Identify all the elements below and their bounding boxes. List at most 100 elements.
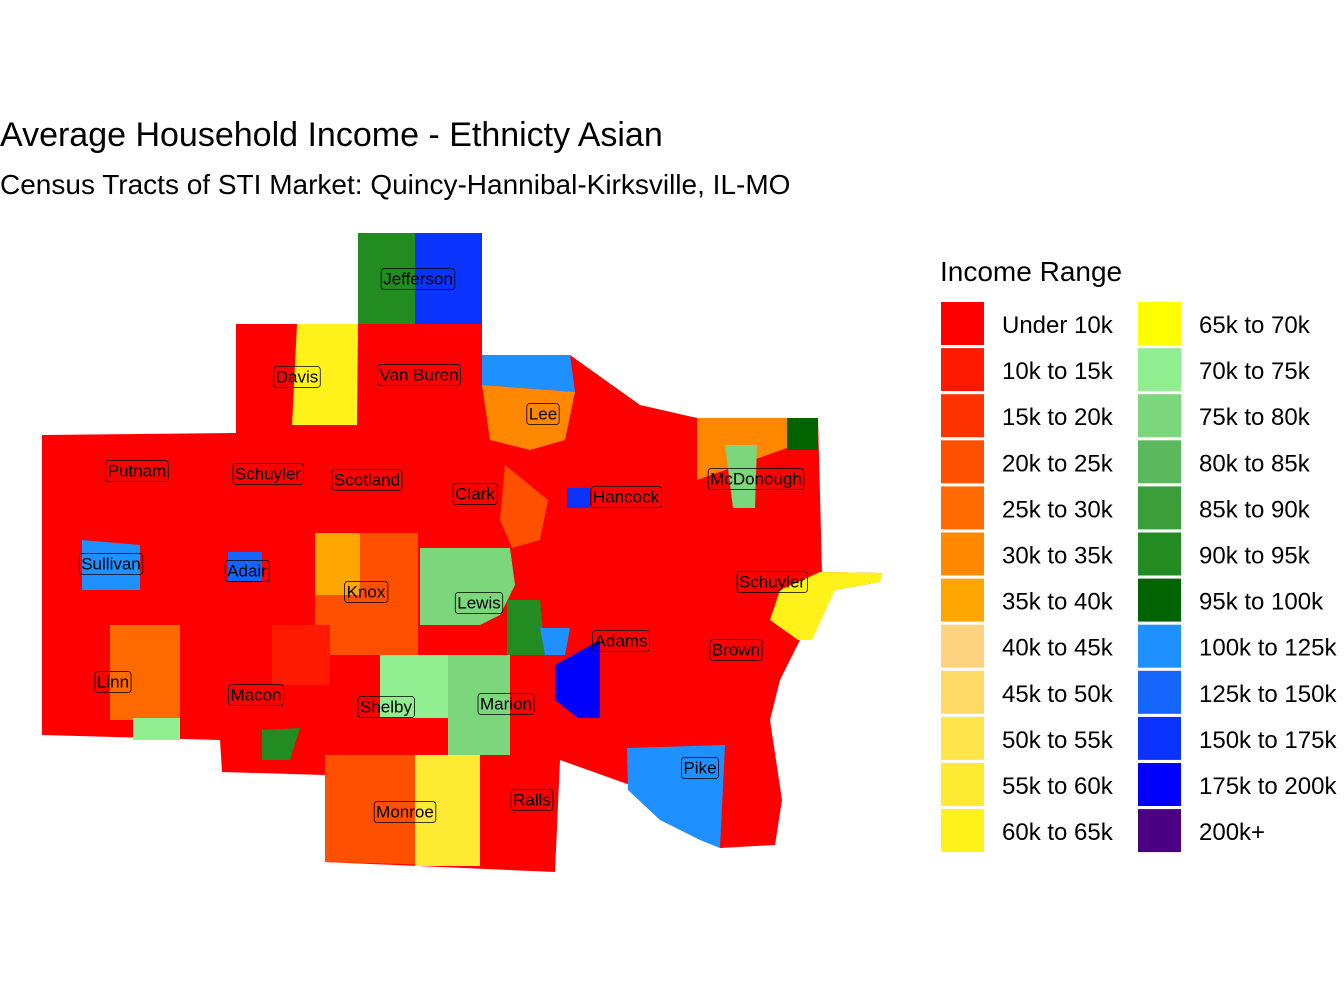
legend-swatch (1138, 624, 1181, 668)
county-name: Brown (712, 640, 760, 659)
tract (272, 625, 330, 685)
county-name: Schuyler (739, 572, 805, 591)
county-name: Van Buren (379, 365, 458, 384)
legend-swatch (941, 486, 984, 530)
legend-label: 80k to 85k (1199, 450, 1311, 477)
county-label: Shelby (357, 696, 415, 718)
tract (482, 355, 575, 392)
county-name: Marion (480, 694, 532, 713)
legend-label: 20k to 25k (1002, 450, 1114, 477)
label-box (592, 630, 650, 652)
tract (787, 418, 818, 450)
legend-title: Income Range (940, 256, 1122, 287)
tract (482, 385, 575, 450)
tract (448, 655, 510, 755)
county-label: Linn (94, 671, 132, 693)
county-label: Van Buren (377, 364, 461, 386)
label-box (736, 571, 808, 593)
label-box (273, 366, 321, 388)
tract (110, 625, 180, 720)
label-box (373, 801, 437, 823)
county-label: Marion (477, 693, 535, 715)
legend-swatch (941, 348, 984, 392)
county-label: Macon (228, 684, 284, 706)
county-name: Shelby (360, 697, 412, 716)
county-label: Schuyler (736, 571, 808, 593)
county-label: Adair (224, 560, 270, 582)
county-name: Clark (455, 484, 495, 503)
county-name: Jefferson (383, 269, 453, 288)
tract (315, 533, 360, 595)
legend-swatch (941, 532, 984, 576)
legend-label: 90k to 95k (1199, 543, 1311, 570)
tract (415, 755, 480, 866)
legend-label: 85k to 90k (1199, 496, 1311, 523)
county-label: Pike (681, 757, 719, 779)
label-box (228, 684, 284, 706)
legend-swatch (941, 302, 984, 345)
tract (415, 233, 482, 324)
legend-swatch (1138, 670, 1181, 714)
label-box (380, 268, 456, 290)
legend-swatch (1138, 578, 1181, 622)
county-name: Pike (683, 758, 716, 777)
tract (507, 600, 545, 655)
legend-label: 75k to 80k (1199, 404, 1311, 431)
legend-label: 65k to 70k (1199, 312, 1311, 339)
legend-swatch (1138, 532, 1181, 576)
legend-swatch (941, 670, 984, 714)
county-label: Knox (344, 581, 389, 603)
county-name: Davis (276, 367, 319, 386)
county-label: McDonough (707, 468, 805, 490)
tract (315, 533, 418, 655)
county-name: Hancock (593, 487, 660, 506)
legend-label: 10k to 15k (1002, 358, 1114, 385)
county-name: Macon (230, 685, 281, 704)
label-box (454, 592, 504, 614)
tract (540, 628, 570, 655)
legend: Under 10k 10k to 15k 15k to 20k 20k to 25k 2… (941, 302, 1337, 853)
county-label: Clark (452, 483, 498, 505)
county-name: Monroe (376, 802, 434, 821)
tract (380, 655, 450, 718)
legend-swatch (1138, 809, 1181, 853)
tract (292, 324, 358, 425)
legend-label: 100k to 125k (1199, 635, 1337, 662)
legend-swatch (1138, 440, 1181, 484)
legend-label: Under 10k (1002, 312, 1114, 339)
legend-label: 95k to 100k (1199, 589, 1324, 616)
county-labels: Jefferson Davis Van Buren Lee Putnam Schuyler… (78, 268, 808, 823)
legend-swatch (1138, 348, 1181, 392)
legend-swatch (1138, 394, 1181, 438)
label-box (707, 468, 805, 490)
label-box (681, 757, 719, 779)
county-name: Knox (347, 582, 386, 601)
legend-label: 55k to 60k (1002, 773, 1114, 800)
county-name: Ralls (513, 790, 551, 809)
county-name: Linn (97, 672, 129, 691)
legend-label: 200k+ (1199, 819, 1265, 846)
tract (500, 465, 548, 548)
label-box (477, 693, 535, 715)
legend-swatch (1138, 302, 1181, 345)
legend-swatch (941, 578, 984, 622)
legend-swatch (941, 763, 984, 806)
county-label: Putnam (105, 460, 169, 482)
tract (567, 488, 590, 508)
county-label: Schuyler (232, 463, 304, 485)
label-box (331, 469, 403, 491)
county-name: McDonough (710, 469, 802, 488)
legend-swatch (1138, 763, 1181, 806)
label-box (105, 460, 169, 482)
label-box (224, 560, 270, 582)
tract (555, 640, 600, 718)
legend-label: 60k to 65k (1002, 819, 1114, 846)
county-label: Ralls (510, 789, 554, 811)
legend-swatch (941, 809, 984, 853)
label-box (78, 553, 144, 575)
legend-swatch (1138, 716, 1181, 760)
tract (358, 233, 418, 324)
legend-swatch (941, 624, 984, 668)
